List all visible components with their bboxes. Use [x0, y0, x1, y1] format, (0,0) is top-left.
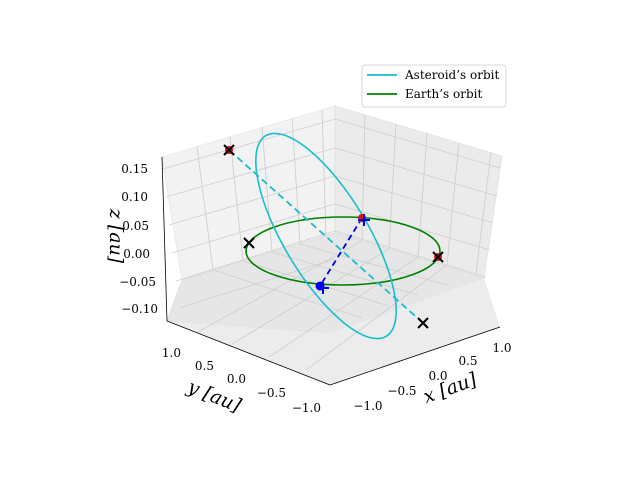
x-tick-label: 0.5 — [458, 354, 477, 368]
grid-line — [334, 118, 501, 169]
grid-line — [162, 118, 336, 170]
z-axis-line — [161, 156, 168, 322]
y-axis-line — [166, 320, 331, 386]
grid-line — [417, 132, 428, 258]
grid-line — [305, 264, 448, 371]
x-tick-label: 0.0 — [428, 369, 447, 383]
z-tick-label: −0.05 — [119, 275, 156, 289]
legend-label-asteroid: Asteroid’s orbit — [404, 68, 499, 82]
x-marker — [243, 237, 255, 249]
grid-line — [175, 230, 336, 282]
z-tick-label: 0.05 — [122, 219, 149, 233]
grid-line — [334, 230, 487, 278]
legend: Asteroid’s orbit Earth’s orbit — [361, 64, 507, 108]
z-tick-label: 0.00 — [123, 247, 150, 261]
grid-line — [165, 147, 336, 198]
blue-plus-marker — [358, 214, 370, 226]
z-tick-label: −0.10 — [121, 302, 158, 316]
y-ticks: 1.0 0.5 0.0 −0.5 −1.0 — [162, 346, 321, 415]
grid-line — [171, 203, 336, 254]
grid-line — [231, 248, 390, 345]
y-tick-label: 1.0 — [162, 346, 181, 360]
x-marker — [417, 317, 429, 329]
grid-line — [334, 175, 494, 224]
node-connector-line — [319, 217, 363, 287]
x-ticks: −1.0 −0.5 0.0 0.5 1.0 — [353, 341, 511, 413]
z-axis-label: z [au] — [105, 208, 127, 264]
grid-line — [334, 147, 498, 197]
grid-line — [446, 142, 460, 266]
blue-plus-marker — [317, 282, 329, 294]
floor-pane-front — [167, 278, 500, 385]
grid-line — [229, 136, 244, 262]
grid-line — [299, 243, 448, 286]
x-tick-label: −1.0 — [353, 399, 382, 413]
grid-line — [197, 240, 363, 333]
legend-box — [361, 64, 507, 108]
grid-line — [321, 109, 327, 238]
x-marker — [432, 251, 444, 263]
z-tick-label: 0.10 — [121, 190, 148, 204]
legend-label-earth: Earth’s orbit — [405, 87, 482, 101]
x-marker — [223, 144, 235, 156]
y-tick-label: 0.5 — [195, 359, 214, 373]
grid-line — [268, 256, 419, 358]
grid-line — [261, 126, 273, 253]
y-tick-label: −0.5 — [257, 386, 286, 400]
y-tick-label: 0.0 — [227, 372, 246, 386]
earth-orbit-line — [245, 216, 441, 286]
x-tick-label: −0.5 — [387, 384, 416, 398]
x-markers — [223, 144, 444, 329]
grid-line — [388, 123, 397, 250]
grid-line — [196, 146, 214, 271]
x-tick-label: 1.0 — [492, 341, 511, 355]
grid-line — [178, 258, 336, 309]
grid-line — [212, 269, 363, 319]
y-tick-label: −1.0 — [292, 401, 321, 415]
grid-line — [475, 151, 492, 275]
z-tick-label: 0.15 — [121, 162, 148, 176]
x-axis-line — [329, 326, 501, 386]
z-ticks: 0.15 0.10 0.05 0.00 −0.05 −0.10 — [119, 162, 158, 316]
grid-line — [168, 175, 336, 226]
